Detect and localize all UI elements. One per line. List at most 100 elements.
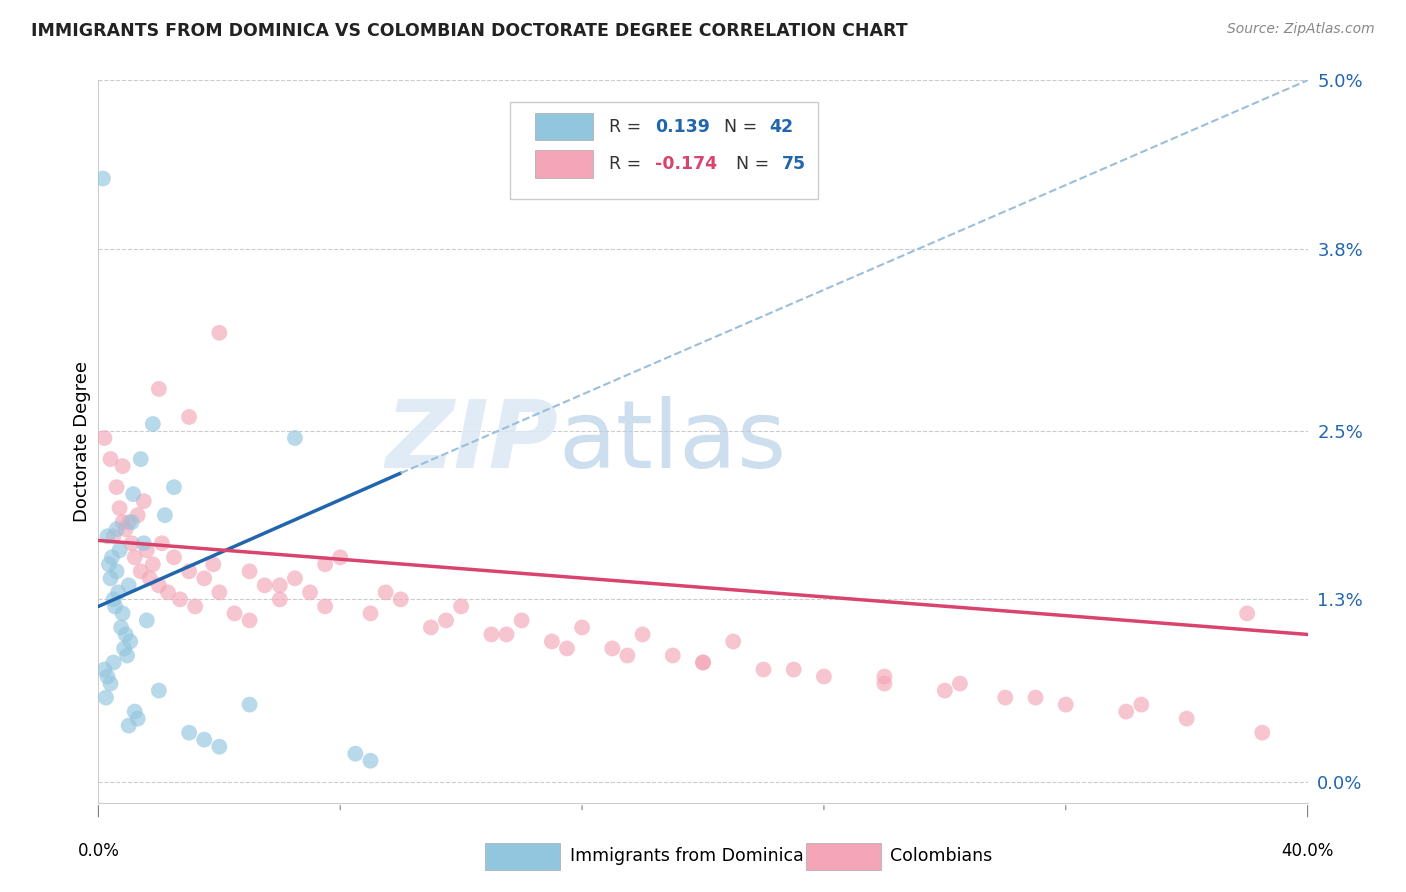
Point xyxy=(692,656,714,670)
Point xyxy=(96,529,118,543)
Point xyxy=(360,607,382,621)
Point xyxy=(148,578,170,592)
Point xyxy=(108,501,131,516)
FancyBboxPatch shape xyxy=(534,151,593,178)
Point xyxy=(96,669,118,683)
Point xyxy=(692,656,714,670)
Point xyxy=(994,690,1017,705)
Point xyxy=(139,571,162,585)
Point xyxy=(284,431,307,445)
Point xyxy=(179,725,201,739)
Point xyxy=(93,431,115,445)
Point xyxy=(103,592,125,607)
Point xyxy=(105,564,128,578)
Point xyxy=(148,382,170,396)
Point xyxy=(813,669,835,683)
Point xyxy=(873,676,896,690)
Point xyxy=(111,515,134,529)
Point xyxy=(112,641,135,656)
Point xyxy=(193,732,215,747)
Point xyxy=(723,634,745,648)
Point xyxy=(132,494,155,508)
Point xyxy=(1175,712,1198,726)
FancyBboxPatch shape xyxy=(534,112,593,140)
Point xyxy=(602,641,624,656)
Point xyxy=(239,698,262,712)
Point xyxy=(115,648,138,663)
Point xyxy=(103,656,125,670)
FancyBboxPatch shape xyxy=(509,102,818,200)
Point xyxy=(98,558,121,572)
Point xyxy=(100,571,122,585)
Point xyxy=(202,558,225,572)
Point xyxy=(184,599,207,614)
Point xyxy=(105,480,128,494)
Point xyxy=(121,536,143,550)
Point xyxy=(329,550,352,565)
Point xyxy=(103,529,125,543)
Point xyxy=(510,614,533,628)
Point xyxy=(389,592,412,607)
Point xyxy=(1115,705,1137,719)
Text: N =: N = xyxy=(735,155,775,173)
Point xyxy=(631,627,654,641)
Point xyxy=(540,634,562,648)
Point xyxy=(934,683,956,698)
Text: Colombians: Colombians xyxy=(890,847,993,865)
Point xyxy=(108,543,131,558)
Point xyxy=(121,515,143,529)
Point xyxy=(127,508,149,523)
Point xyxy=(571,620,593,634)
Point xyxy=(481,627,503,641)
Point xyxy=(616,648,638,663)
Point xyxy=(555,641,578,656)
Text: 40.0%: 40.0% xyxy=(1281,842,1334,860)
Point xyxy=(100,452,122,467)
Point xyxy=(224,607,246,621)
Point xyxy=(114,627,136,641)
Text: 0.139: 0.139 xyxy=(655,118,710,136)
Point xyxy=(91,171,114,186)
Point xyxy=(100,676,122,690)
Point xyxy=(142,417,165,431)
Point xyxy=(105,522,128,536)
Point xyxy=(299,585,322,599)
Point xyxy=(114,522,136,536)
Point xyxy=(148,683,170,698)
Point xyxy=(208,739,231,754)
Point xyxy=(661,648,683,663)
Point xyxy=(179,564,201,578)
Point xyxy=(135,543,157,558)
Point xyxy=(314,599,336,614)
Point xyxy=(208,326,231,340)
Point xyxy=(1236,607,1258,621)
Point xyxy=(124,550,146,565)
Point xyxy=(111,459,134,474)
Text: ZIP: ZIP xyxy=(385,395,558,488)
FancyBboxPatch shape xyxy=(485,843,561,870)
Point xyxy=(239,614,262,628)
Point xyxy=(752,663,775,677)
Point xyxy=(360,754,382,768)
Point xyxy=(122,487,145,501)
Point xyxy=(118,515,141,529)
Point xyxy=(1130,698,1153,712)
Point xyxy=(193,571,215,585)
Point xyxy=(120,634,142,648)
Point xyxy=(269,592,291,607)
Point xyxy=(129,452,152,467)
Point xyxy=(1054,698,1077,712)
Y-axis label: Doctorate Degree: Doctorate Degree xyxy=(73,361,91,522)
Point xyxy=(1251,725,1274,739)
Text: N =: N = xyxy=(724,118,762,136)
Text: Source: ZipAtlas.com: Source: ZipAtlas.com xyxy=(1227,22,1375,37)
Point xyxy=(153,508,176,523)
Point xyxy=(873,669,896,683)
Text: 0.0%: 0.0% xyxy=(77,842,120,860)
Point xyxy=(949,676,972,690)
Point xyxy=(104,599,127,614)
Text: R =: R = xyxy=(609,118,647,136)
Point xyxy=(450,599,472,614)
Point xyxy=(127,712,149,726)
Point xyxy=(169,592,191,607)
